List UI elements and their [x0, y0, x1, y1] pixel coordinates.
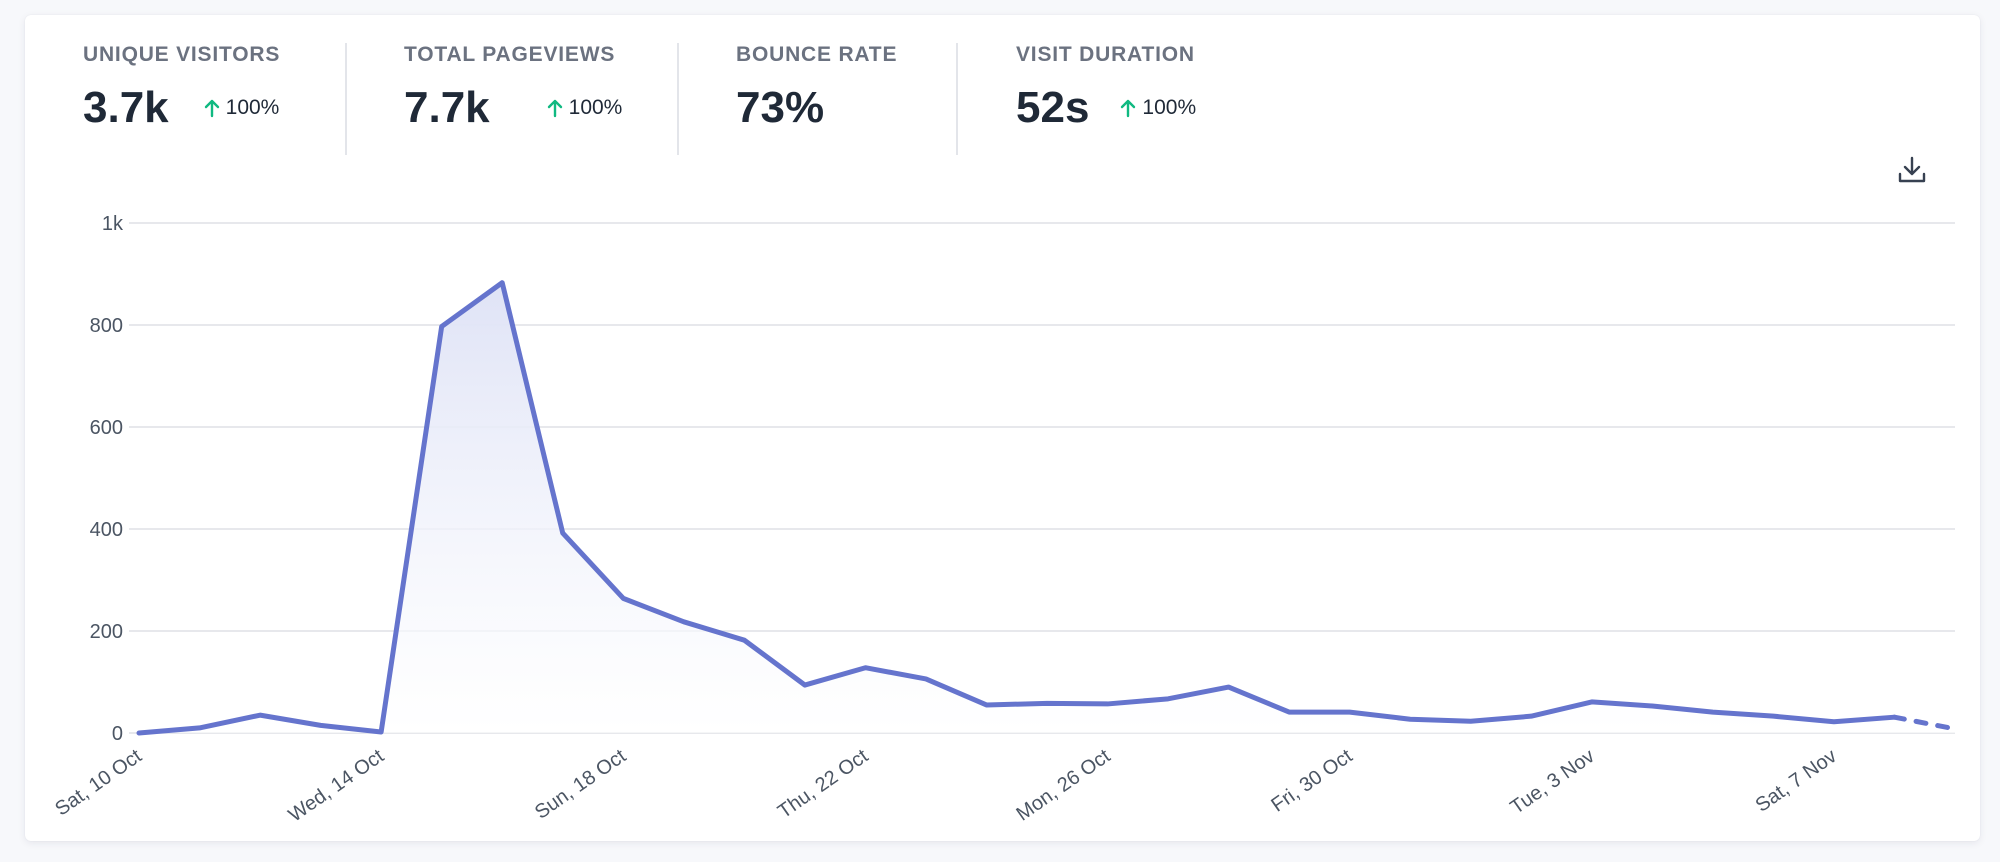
- stat-change: 100%: [203, 96, 280, 120]
- stat-label: BOUNCE RATE: [736, 43, 898, 66]
- data-point[interactable]: [1100, 696, 1116, 712]
- x-tick-label: Sat, 10 Oct: [51, 745, 146, 821]
- dashboard-card: UNIQUE VISITORS 3.7k 100% TOTAL PAGEVIEW…: [25, 15, 1980, 841]
- x-axis: Sat, 10 Oct Wed, 14 Oct Sun, 18 Oct Thu, 22…: [51, 745, 1841, 827]
- y-tick-label: 600: [90, 417, 123, 439]
- stat-value: 73%: [736, 83, 825, 132]
- stat-label: UNIQUE VISITORS: [83, 43, 281, 66]
- data-point[interactable]: [615, 590, 631, 606]
- data-point[interactable]: [797, 677, 813, 693]
- data-point[interactable]: [1826, 714, 1842, 730]
- data-point[interactable]: [1342, 704, 1358, 720]
- arrow-up-icon: [1121, 99, 1136, 118]
- download-icon: [1898, 156, 1926, 183]
- x-tick-label: Sun, 18 Oct: [531, 745, 630, 824]
- stat-label: TOTAL PAGEVIEWS: [404, 43, 616, 66]
- visitors-line-chart: 0 200 400 600 800 1k Sat, 10 Oct Wed, 14 Oct Su…: [51, 213, 1963, 827]
- chart-lines: [136, 280, 1958, 736]
- stat-change-value: 100%: [568, 96, 623, 119]
- stat-change: 100%: [546, 96, 623, 120]
- arrow-up-icon: [547, 99, 562, 118]
- stat-bounce-rate[interactable]: BOUNCE RATE 73%: [736, 43, 897, 133]
- data-point[interactable]: [494, 275, 510, 291]
- x-tick-label: Tue, 3 Nov: [1507, 745, 1599, 819]
- x-tick-label: Fri, 30 Oct: [1267, 745, 1356, 817]
- y-axis: 0 200 400 600 800 1k: [90, 213, 124, 745]
- data-point[interactable]: [736, 632, 752, 648]
- data-point[interactable]: [1644, 698, 1660, 714]
- y-tick-label: 800: [90, 315, 123, 337]
- data-point[interactable]: [1886, 709, 1902, 725]
- top-stats: UNIQUE VISITORS 3.7k 100% TOTAL PAGEVIEW…: [25, 15, 1980, 155]
- data-point[interactable]: [555, 525, 571, 541]
- stat-divider: [677, 43, 679, 155]
- stat-divider: [345, 43, 347, 155]
- stat-change-value: 100%: [225, 96, 280, 119]
- data-point[interactable]: [252, 707, 268, 723]
- stat-visit-duration[interactable]: VISIT DURATION 52s 100%: [1016, 43, 1196, 133]
- data-point[interactable]: [1765, 708, 1781, 724]
- stat-divider: [956, 43, 958, 155]
- x-tick-label: Sat, 7 Nov: [1752, 745, 1841, 817]
- area-fill: [139, 282, 1955, 733]
- x-tick-label: Wed, 14 Oct: [285, 745, 389, 827]
- data-point[interactable]: [1281, 704, 1297, 720]
- y-tick-label: 0: [112, 723, 123, 745]
- series-line: [136, 280, 1897, 736]
- data-point[interactable]: [131, 725, 147, 741]
- data-point[interactable]: [373, 724, 389, 740]
- arrow-up-icon: [204, 99, 219, 118]
- data-point[interactable]: [857, 660, 873, 676]
- series-line-incomplete: [1891, 714, 1958, 732]
- stat-value: 7.7k: [404, 83, 490, 132]
- data-point[interactable]: [978, 697, 994, 713]
- x-tick-label: Mon, 26 Oct: [1013, 745, 1115, 826]
- stat-unique-visitors[interactable]: UNIQUE VISITORS 3.7k 100%: [83, 43, 280, 133]
- data-point[interactable]: [1402, 711, 1418, 727]
- data-point[interactable]: [1947, 721, 1963, 737]
- stat-change-value: 100%: [1142, 96, 1197, 119]
- data-point[interactable]: [1160, 691, 1176, 707]
- data-point[interactable]: [1463, 713, 1479, 729]
- data-point[interactable]: [918, 671, 934, 687]
- data-point[interactable]: [1039, 695, 1055, 711]
- data-point[interactable]: [313, 717, 329, 733]
- x-tick-label: Thu, 22 Oct: [774, 745, 873, 823]
- download-button[interactable]: [1895, 153, 1929, 187]
- stat-label: VISIT DURATION: [1016, 43, 1195, 66]
- stat-total-pageviews[interactable]: TOTAL PAGEVIEWS 7.7k 100%: [404, 43, 622, 133]
- data-point[interactable]: [1523, 708, 1539, 724]
- chart-area: [139, 282, 1955, 733]
- y-tick-label: 400: [90, 519, 123, 541]
- data-point[interactable]: [1221, 679, 1237, 695]
- stat-change: 100%: [1119, 96, 1196, 120]
- data-point[interactable]: [192, 720, 208, 736]
- data-point[interactable]: [1584, 694, 1600, 710]
- stat-value: 3.7k: [83, 83, 169, 132]
- y-tick-label: 200: [90, 621, 123, 643]
- data-point[interactable]: [434, 319, 450, 335]
- data-point[interactable]: [1705, 704, 1721, 720]
- data-point[interactable]: [676, 614, 692, 630]
- y-tick-label: 1k: [102, 213, 124, 235]
- stat-value: 52s: [1016, 83, 1090, 132]
